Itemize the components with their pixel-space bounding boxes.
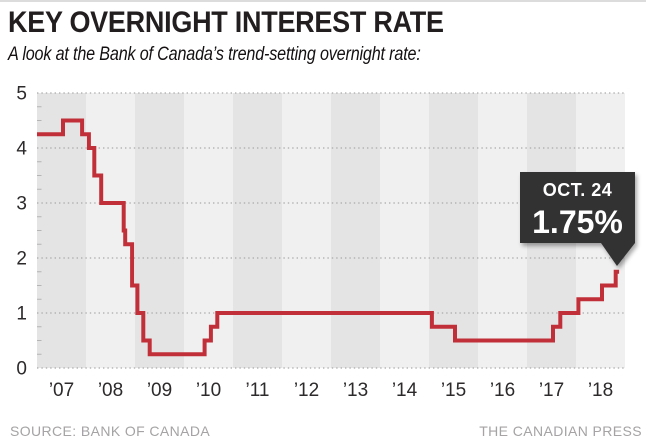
page-title: KEY OVERNIGHT INTEREST RATE [8, 6, 444, 39]
callout: OCT. 24 1.75% [520, 172, 635, 266]
y-axis-label: 4 [16, 139, 27, 160]
x-axis-label: ’11 [246, 380, 270, 401]
source-credit: SOURCE: BANK OF CANADA [10, 423, 211, 439]
callout-rate-label: 1.75% [532, 204, 623, 240]
y-axis-label: 3 [16, 194, 27, 215]
x-axis-label: ’10 [196, 380, 221, 401]
x-axis-label: ’15 [441, 380, 466, 401]
x-axis-label: ’18 [588, 380, 613, 401]
year-band [429, 93, 478, 368]
gridlines [37, 92, 625, 369]
y-axis-label: 1 [16, 304, 27, 325]
year-band [380, 93, 429, 368]
x-axis-label: ’12 [294, 380, 319, 401]
y-axis-minor-ticks [37, 106, 42, 355]
x-axis-label: ’08 [98, 380, 123, 401]
publisher-credit: THE CANADIAN PRESS [479, 423, 642, 439]
rate-line [37, 118, 620, 357]
y-axis-label: 5 [16, 84, 27, 105]
x-axis-label: ’09 [147, 380, 172, 401]
year-band [282, 93, 331, 368]
x-axis-label: ’13 [343, 380, 368, 401]
y-axis-label: 0 [16, 359, 27, 380]
x-axis-label: ’17 [539, 380, 564, 401]
x-axis-label: ’16 [490, 380, 515, 401]
callout-bubble [520, 172, 635, 266]
y-axis-label: 2 [16, 249, 27, 270]
year-band [331, 93, 380, 368]
x-axis-label: ’07 [49, 380, 74, 401]
year-band [37, 93, 86, 368]
top-border-strip [0, 0, 646, 2]
year-band [184, 93, 233, 368]
year-shading-bands [37, 93, 625, 368]
page-subtitle: A look at the Bank of Canada’s trend-set… [8, 44, 421, 65]
y-axis-labels: 0 1 2 3 4 5 [16, 84, 27, 380]
callout-date-label: OCT. 24 [543, 180, 613, 200]
year-band [233, 93, 282, 368]
year-band [86, 93, 135, 368]
year-band [478, 93, 527, 368]
x-axis-label: ’14 [392, 380, 418, 401]
x-axis-labels: ’07 ’08 ’09 ’10 ’11 ’12 ’13 ’14 ’15 ’16 ’17 ’18 [49, 380, 613, 401]
